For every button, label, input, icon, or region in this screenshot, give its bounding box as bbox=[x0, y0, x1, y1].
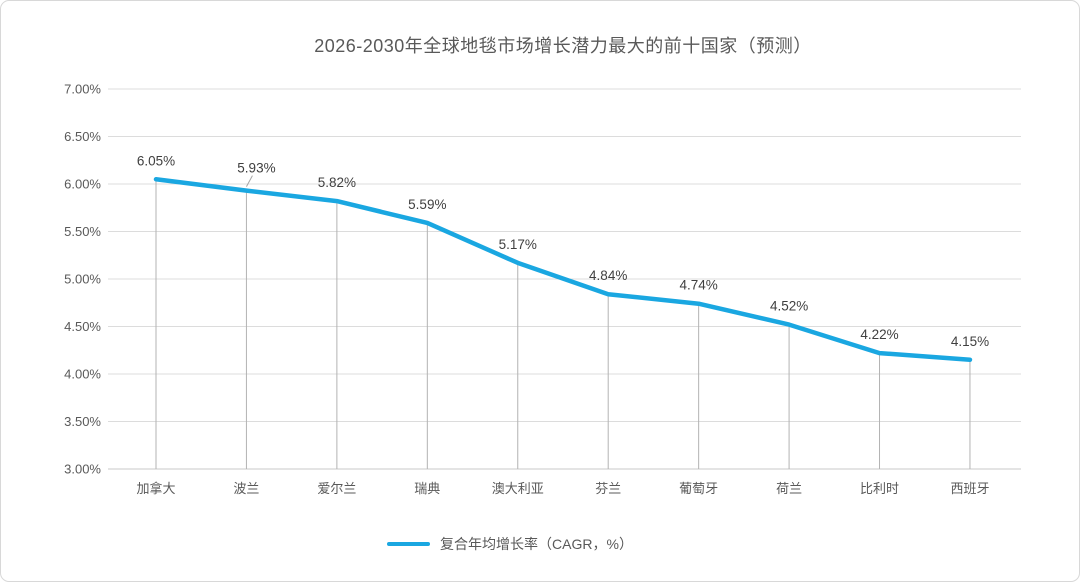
data-label: 6.05% bbox=[137, 153, 175, 168]
y-tick-label: 5.00% bbox=[64, 272, 101, 287]
x-category-label: 比利时 bbox=[860, 481, 899, 496]
data-label: 5.17% bbox=[499, 237, 537, 252]
y-tick-label: 4.50% bbox=[64, 319, 101, 334]
chart-title: 2026-2030年全球地毯市场增长潜力最大的前十国家（预测） bbox=[314, 36, 812, 56]
cagr-series-line bbox=[153, 177, 973, 362]
x-category-label: 荷兰 bbox=[776, 481, 802, 496]
x-category-label: 葡萄牙 bbox=[679, 481, 718, 496]
data-label-leader-line bbox=[246, 175, 253, 187]
x-category-label: 澳大利亚 bbox=[492, 481, 544, 496]
y-tick-label: 6.00% bbox=[64, 177, 101, 192]
y-tick-label: 6.50% bbox=[64, 129, 101, 144]
y-tick-label: 7.00% bbox=[64, 82, 101, 97]
data-label: 5.82% bbox=[318, 175, 356, 190]
x-category-label: 爱尔兰 bbox=[317, 481, 356, 496]
legend-label: 复合年均增长率（CAGR，%） bbox=[440, 536, 633, 552]
data-label: 5.93% bbox=[237, 161, 275, 176]
y-tick-label: 5.50% bbox=[64, 224, 101, 239]
legend-line-swatch bbox=[387, 542, 431, 546]
x-category-label: 芬兰 bbox=[595, 481, 621, 496]
data-label: 4.84% bbox=[589, 268, 627, 283]
data-label: 5.59% bbox=[408, 197, 446, 212]
y-tick-label: 3.00% bbox=[64, 462, 101, 477]
data-label: 4.15% bbox=[951, 334, 989, 349]
x-category-label: 波兰 bbox=[233, 481, 259, 496]
x-category-label: 瑞典 bbox=[414, 481, 440, 496]
y-tick-label: 4.00% bbox=[64, 367, 101, 382]
data-label: 4.52% bbox=[770, 299, 808, 314]
chart-legend: 复合年均增长率（CAGR，%） bbox=[1, 534, 1019, 554]
x-category-label: 西班牙 bbox=[950, 481, 989, 496]
x-category-label: 加拿大 bbox=[136, 481, 175, 496]
data-label: 4.74% bbox=[679, 278, 717, 293]
y-tick-label: 3.50% bbox=[64, 414, 101, 429]
data-label: 4.22% bbox=[860, 327, 898, 342]
